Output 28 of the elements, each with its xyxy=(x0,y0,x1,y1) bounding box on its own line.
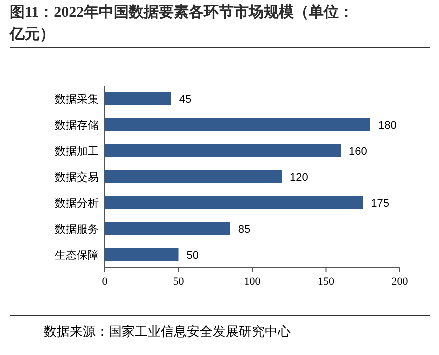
data-label: 175 xyxy=(371,198,390,210)
data-label: 45 xyxy=(179,94,192,106)
y-tick-label: 数据服务 xyxy=(55,224,99,236)
x-tick-label: 0 xyxy=(102,276,108,288)
bar xyxy=(105,170,282,184)
y-tick-label: 数据分析 xyxy=(55,198,99,210)
x-tick-label: 100 xyxy=(244,276,262,288)
data-label: 180 xyxy=(378,120,397,132)
y-tick-label: 数据加工 xyxy=(55,144,99,158)
x-tick-label: 200 xyxy=(392,276,409,288)
source-note: 数据来源：国家工业信息安全发展研究中心 xyxy=(44,324,291,339)
bar xyxy=(105,144,341,158)
data-label: 50 xyxy=(186,250,199,262)
bar xyxy=(105,248,179,262)
data-label: 85 xyxy=(238,224,251,236)
y-tick-label: 生态保障 xyxy=(55,248,99,262)
data-label: 120 xyxy=(290,172,308,184)
data-label: 160 xyxy=(349,146,368,158)
bar xyxy=(105,118,370,132)
y-tick-label: 数据存储 xyxy=(55,120,99,132)
bar xyxy=(105,222,230,236)
x-tick-label: 50 xyxy=(173,276,185,288)
bar xyxy=(105,196,364,210)
y-tick-label: 数据交易 xyxy=(55,170,99,184)
x-tick-label: 150 xyxy=(318,276,335,288)
chart-title: 图11：2022年中国数据要素各环节市场规模（单位：亿元） xyxy=(9,3,354,43)
y-tick-label: 数据采集 xyxy=(55,92,99,106)
bar xyxy=(105,92,172,106)
